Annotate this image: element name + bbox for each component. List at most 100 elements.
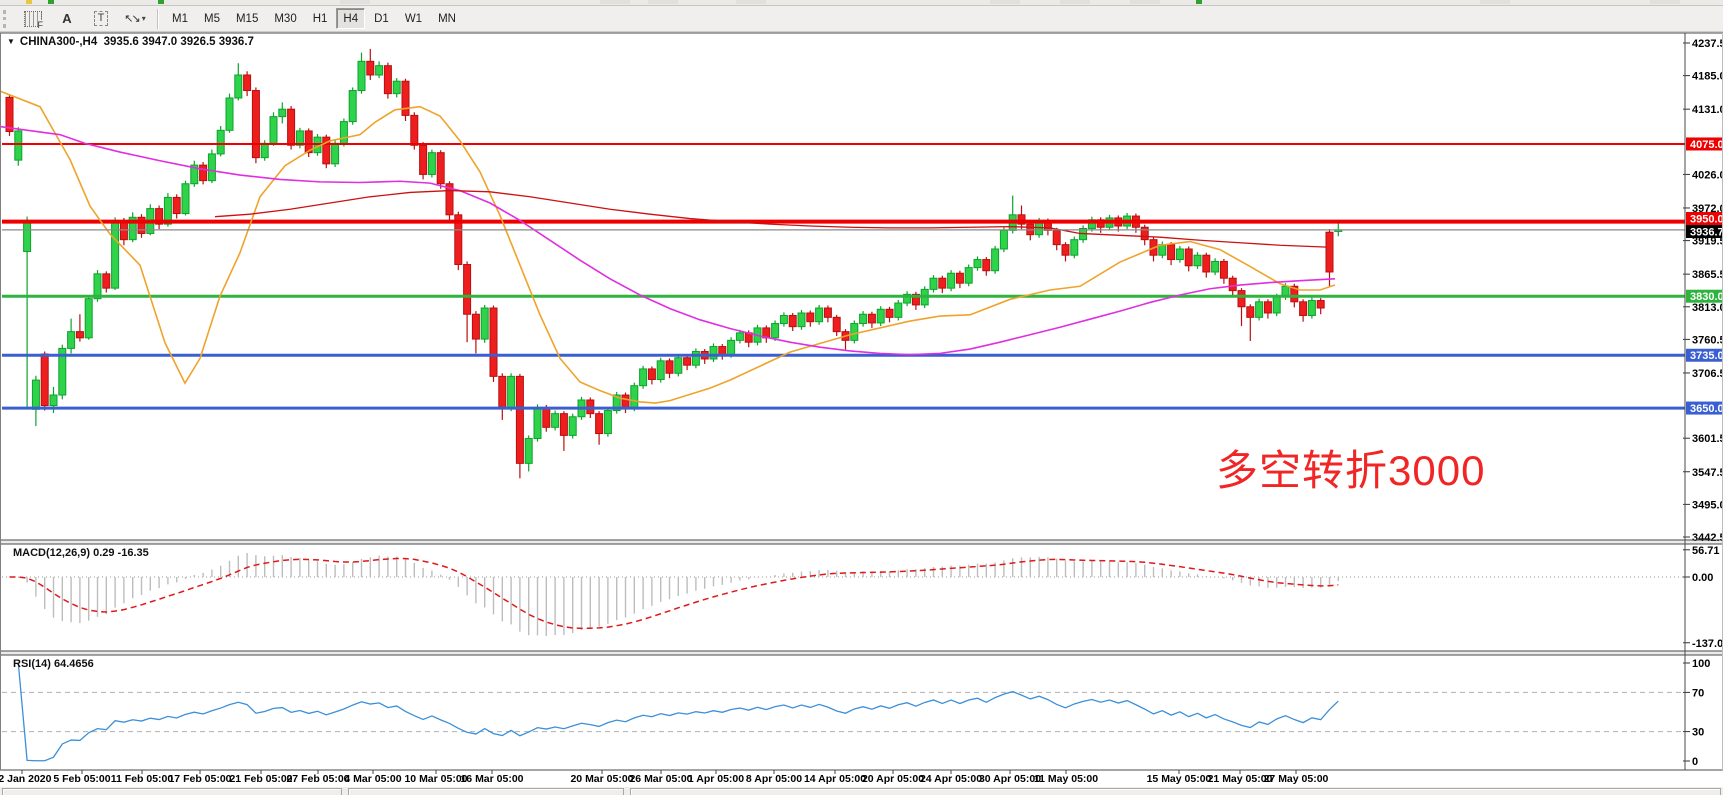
svg-text:3972.0: 3972.0 — [1692, 203, 1723, 215]
toolbar-fragment — [1480, 0, 1510, 4]
toolbar-fragment — [1196, 0, 1202, 4]
svg-text:20 Apr 05:00: 20 Apr 05:00 — [862, 773, 924, 785]
svg-text:3865.5: 3865.5 — [1692, 269, 1723, 281]
text-label-icon: T — [93, 11, 109, 26]
svg-text:4026.0: 4026.0 — [1692, 169, 1723, 181]
toolbar-fragment — [1650, 0, 1680, 4]
svg-text:56.71: 56.71 — [1692, 545, 1720, 557]
toolbar-fragment — [648, 0, 678, 4]
toolbar-fragment — [48, 0, 54, 4]
toolbar-fragment — [736, 0, 766, 4]
main-toolbar: F A T ↖↘ ▾ M1 M5 M15 M30 H1 H4 D1 W1 MN — [0, 6, 1723, 32]
svg-text:70: 70 — [1692, 687, 1704, 699]
svg-text:30 Apr 05:00: 30 Apr 05:00 — [979, 773, 1041, 785]
svg-text:5 Feb 05:00: 5 Feb 05:00 — [53, 773, 110, 785]
svg-text:4237.5: 4237.5 — [1692, 38, 1723, 50]
svg-text:27 May 05:00: 27 May 05:00 — [1264, 773, 1329, 785]
macd-signal-line — [9, 557, 1339, 630]
chart-text-annotation[interactable]: 多空转折3000 — [1216, 447, 1486, 494]
toolbar-fragment — [340, 0, 370, 4]
rsi-indicator-label: RSI(14) 64.4656 — [13, 658, 94, 670]
toolbar-fragment — [26, 0, 32, 4]
chart-symbol-period: CHINA300-,H4 — [19, 36, 98, 48]
chart-title: ▼ CHINA300-,H4 3935.6 3947.0 3926.5 3936.… — [7, 36, 254, 48]
macd-histogram — [17, 552, 1340, 637]
toolbar-separator — [157, 8, 159, 29]
rsi-line — [17, 662, 1339, 762]
svg-text:3706.5: 3706.5 — [1692, 368, 1723, 380]
text-label-button[interactable]: T — [85, 8, 117, 30]
svg-text:3813.0: 3813.0 — [1692, 302, 1723, 314]
chart-dropdown-icon[interactable]: ▼ — [7, 37, 15, 46]
svg-text:27 Feb 05:00: 27 Feb 05:00 — [286, 773, 349, 785]
svg-text:15 May 05:00: 15 May 05:00 — [1147, 773, 1212, 785]
cursor-style-button[interactable]: ↖↘ ▾ — [119, 8, 151, 30]
timeframe-button-W1[interactable]: W1 — [404, 12, 423, 25]
svg-text:3950.0: 3950.0 — [1690, 214, 1723, 226]
svg-text:-137.01: -137.01 — [1692, 638, 1723, 650]
chart-shift-grid-icon: F — [24, 10, 43, 30]
timeframe-button-M1[interactable]: M1 — [172, 12, 188, 25]
svg-text:3495.0: 3495.0 — [1692, 499, 1723, 511]
svg-text:3936.7: 3936.7 — [1690, 227, 1723, 239]
price-axis: 4237.5 4185.0 4131.0 4026.0 3972.0 3919.5 3865… — [1683, 38, 1723, 544]
timeframe-button-M30[interactable]: M30 — [274, 12, 297, 25]
svg-text:4075.0: 4075.0 — [1690, 139, 1723, 151]
timeframe-button-M15[interactable]: M15 — [235, 12, 259, 25]
svg-text:3650.0: 3650.0 — [1690, 403, 1723, 415]
rsi-axis: 100 70 30 0 — [1683, 658, 1710, 768]
svg-text:11 May 05:00: 11 May 05:00 — [1034, 773, 1098, 785]
toolbar-fragment — [600, 0, 630, 4]
timeframe-button-H4[interactable]: H4 — [336, 8, 366, 29]
svg-text:4 Mar 05:00: 4 Mar 05:00 — [344, 773, 401, 785]
svg-text:1 Apr 05:00: 1 Apr 05:00 — [688, 773, 744, 785]
svg-text:0: 0 — [1692, 756, 1698, 768]
svg-text:3735.0: 3735.0 — [1690, 350, 1723, 362]
svg-text:4185.0: 4185.0 — [1692, 71, 1723, 83]
toolbar-fragment — [1060, 0, 1090, 4]
toolbar-fragment — [990, 0, 1020, 4]
ma-medium-magenta — [0, 125, 1336, 356]
svg-text:17 Feb 05:00: 17 Feb 05:00 — [168, 773, 231, 785]
svg-text:8 Apr 05:00: 8 Apr 05:00 — [746, 773, 802, 785]
svg-text:21 May 05:00: 21 May 05:00 — [1208, 773, 1273, 785]
svg-text:21 Feb 05:00: 21 Feb 05:00 — [229, 773, 292, 785]
status-section — [348, 788, 624, 795]
svg-text:4131.0: 4131.0 — [1692, 104, 1723, 116]
cut-toolbar-strip — [0, 0, 1723, 6]
chart-ohlc-values: 3935.6 3947.0 3926.5 3936.7 — [103, 36, 254, 48]
svg-text:3830.0: 3830.0 — [1690, 291, 1723, 303]
status-section — [2, 788, 342, 795]
toolbar-grip[interactable] — [3, 9, 12, 28]
timeframe-button-M5[interactable]: M5 — [203, 12, 220, 25]
font-tool-button[interactable]: A — [51, 8, 83, 30]
svg-text:14 Apr 05:00: 14 Apr 05:00 — [804, 773, 866, 785]
timeframe-button-H1[interactable]: H1 — [312, 12, 328, 25]
chart-shift-button[interactable]: F — [17, 8, 49, 30]
svg-text:100: 100 — [1692, 658, 1710, 670]
svg-text:0.00: 0.00 — [1692, 572, 1713, 584]
svg-text:22 Jan 2020: 22 Jan 2020 — [0, 773, 52, 785]
svg-text:20 Mar 05:00: 20 Mar 05:00 — [570, 773, 633, 785]
svg-text:3919.5: 3919.5 — [1692, 236, 1723, 248]
svg-text:30: 30 — [1692, 727, 1704, 739]
svg-text:3442.5: 3442.5 — [1692, 532, 1723, 544]
svg-text:3547.5: 3547.5 — [1692, 467, 1723, 479]
timeframe-button-MN[interactable]: MN — [438, 12, 456, 25]
price-level-lines[interactable] — [2, 142, 1685, 410]
svg-text:10 Mar 05:00: 10 Mar 05:00 — [404, 773, 467, 785]
svg-text:16 Mar 05:00: 16 Mar 05:00 — [460, 773, 523, 785]
svg-text:26 Mar 05:00: 26 Mar 05:00 — [629, 773, 692, 785]
ma-fast-orange — [0, 90, 1336, 404]
svg-text:3760.5: 3760.5 — [1692, 334, 1723, 346]
toolbar-fragment — [1130, 0, 1160, 4]
timeframe-button-D1[interactable]: D1 — [374, 12, 389, 25]
status-bar — [0, 786, 1723, 795]
toolbar-fragment — [158, 0, 164, 4]
timeframe-button-group: M1 M5 M15 M30 H1 H4 D1 W1 MN — [164, 8, 464, 29]
candles-layer — [5, 48, 1343, 479]
chevron-down-icon: ▾ — [141, 14, 146, 23]
svg-text:11 Feb 05:00: 11 Feb 05:00 — [111, 773, 174, 785]
